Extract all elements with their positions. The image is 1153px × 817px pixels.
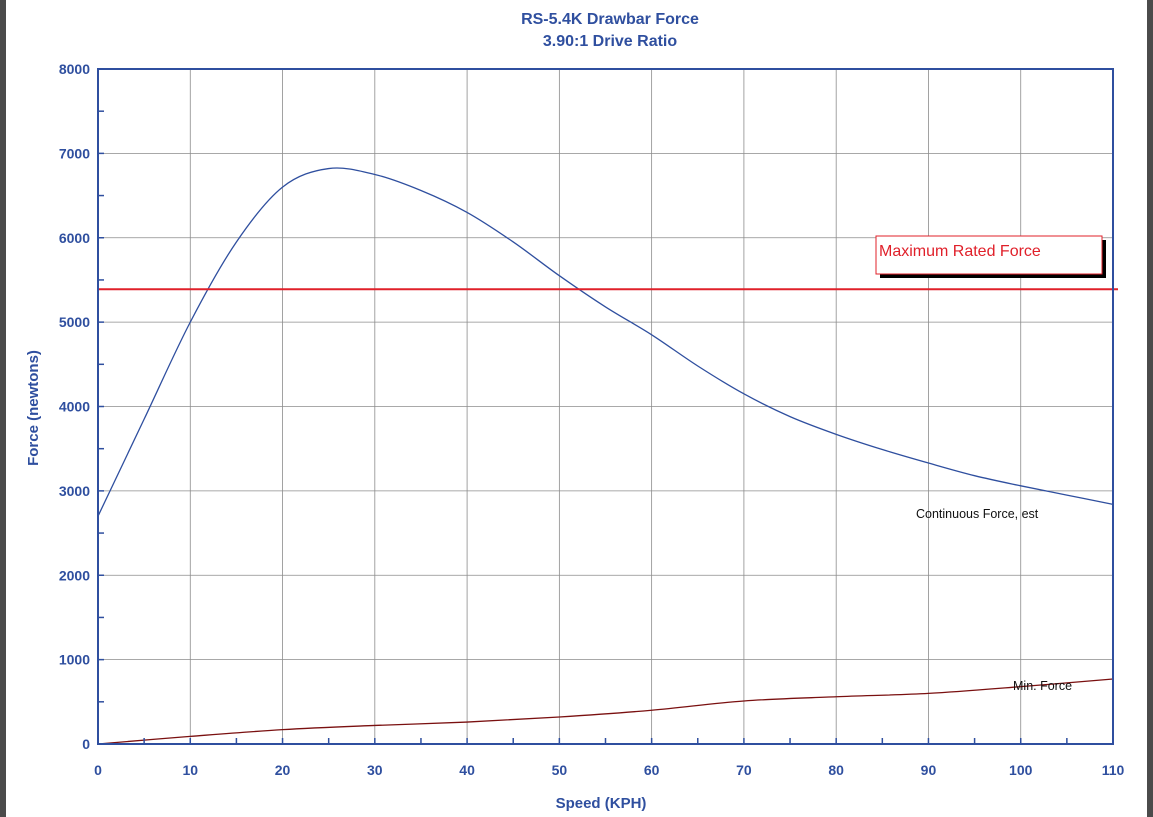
chart-title: RS-5.4K Drawbar Force — [521, 11, 699, 28]
min-force-label: Min. Force — [1013, 679, 1072, 693]
y-tick-label: 5000 — [59, 314, 90, 330]
y-tick-label: 1000 — [59, 652, 90, 668]
x-tick-label: 80 — [828, 762, 844, 778]
drawbar-force-chart: 0 10 20 30 40 50 60 70 80 90 100 110 0 1000 2000 3000 40… — [25, 11, 1125, 812]
continuous-force-label: Continuous Force, est — [916, 507, 1039, 521]
series-layer — [97, 167, 1118, 745]
x-tick-label: 100 — [1009, 762, 1033, 778]
continuous-force-line — [97, 167, 1114, 517]
y-tick-label: 4000 — [59, 399, 90, 415]
y-tick-label: 7000 — [59, 145, 90, 161]
y-axis-label: Force (newtons) — [25, 350, 42, 466]
chart-subtitle: 3.90:1 Drive Ratio — [543, 33, 678, 50]
x-tick-label: 0 — [94, 762, 102, 778]
x-tick-label: 50 — [552, 762, 568, 778]
y-tick-label: 6000 — [59, 230, 90, 246]
grid-layer — [98, 69, 1113, 744]
x-tick-label: 60 — [644, 762, 660, 778]
x-tick-label: 70 — [736, 762, 752, 778]
y-tick-label: 3000 — [59, 483, 90, 499]
max-rated-legend-label: Maximum Rated Force — [879, 243, 1041, 260]
x-tick-label: 40 — [459, 762, 475, 778]
x-axis-label: Speed (KPH) — [556, 795, 647, 812]
x-tick-label: 110 — [1102, 762, 1125, 778]
y-tick-label: 0 — [82, 736, 90, 752]
min-force-line — [97, 678, 1114, 745]
axis-layer: 0 10 20 30 40 50 60 70 80 90 100 110 0 1000 2000 3000 40… — [59, 61, 1125, 778]
x-tick-label: 30 — [367, 762, 383, 778]
legend-layer: Maximum Rated Force Continuous Force, es… — [875, 235, 1106, 693]
label-layer: RS-5.4K Drawbar Force 3.90:1 Drive Ratio… — [25, 11, 699, 812]
y-tick-label: 2000 — [59, 567, 90, 583]
x-tick-label: 90 — [921, 762, 937, 778]
x-tick-label: 20 — [275, 762, 291, 778]
max-rated-legend-box — [875, 235, 1103, 275]
y-tick-label: 8000 — [59, 61, 90, 77]
chart-sheet: 0 10 20 30 40 50 60 70 80 90 100 110 0 1000 2000 3000 40… — [6, 0, 1147, 817]
x-tick-label: 10 — [182, 762, 198, 778]
